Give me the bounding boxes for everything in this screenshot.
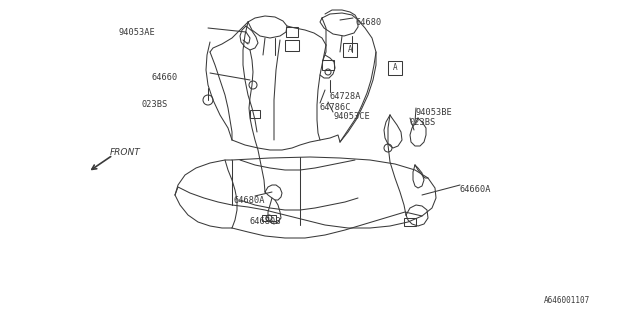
- Text: A: A: [348, 45, 352, 54]
- Text: 94053AE: 94053AE: [118, 28, 155, 37]
- Bar: [404, 218, 416, 226]
- Bar: [262, 215, 276, 221]
- Bar: [285, 40, 299, 51]
- Bar: [286, 27, 298, 37]
- Bar: [250, 110, 260, 118]
- Text: 023BS: 023BS: [141, 100, 168, 109]
- Text: 94053BE: 94053BE: [416, 108, 452, 117]
- Text: 64660A: 64660A: [460, 185, 492, 194]
- Text: A646001107: A646001107: [544, 296, 590, 305]
- Bar: [343, 43, 357, 57]
- Bar: [322, 60, 334, 70]
- Text: 64786C: 64786C: [320, 103, 351, 112]
- Text: FRONT: FRONT: [110, 148, 141, 157]
- Text: A: A: [393, 63, 397, 73]
- Text: 64680: 64680: [355, 18, 381, 27]
- Text: 023BS: 023BS: [410, 118, 436, 127]
- Text: 64680B: 64680B: [250, 217, 282, 226]
- Text: 94053CE: 94053CE: [333, 112, 370, 121]
- Text: 64680A: 64680A: [234, 196, 266, 205]
- Text: 64660: 64660: [152, 73, 178, 82]
- Text: 64728A: 64728A: [330, 92, 362, 101]
- Bar: [388, 61, 402, 75]
